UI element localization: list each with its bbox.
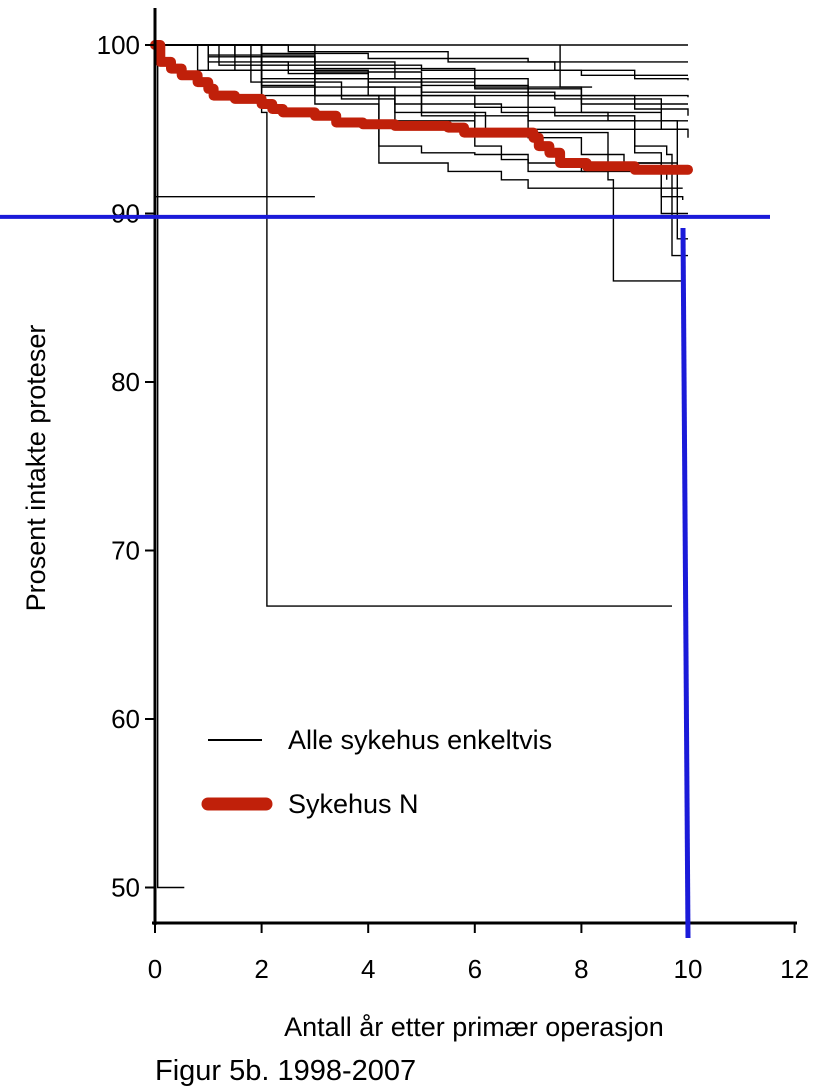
x-tick-label: 6 [468, 954, 482, 984]
series-line-21 [155, 44, 688, 130]
x-tick-label: 4 [361, 954, 375, 984]
reference-lines [0, 214, 770, 939]
y-tick-label: 60 [111, 704, 140, 734]
series-line-19 [155, 44, 185, 889]
series-line-15 [155, 44, 688, 215]
legend-label-sykehus-n: Sykehus N [288, 789, 419, 819]
x-tick-label: 2 [254, 954, 268, 984]
legend-label-alle: Alle sykehus enkeltvis [288, 725, 552, 755]
y-tick-label: 80 [111, 367, 140, 397]
series-line-sykehus-n [150, 40, 693, 175]
x-tick-label: 12 [780, 954, 809, 984]
x-tick-label: 0 [148, 954, 162, 984]
y-tick-label: 70 [111, 536, 140, 566]
series-line-20 [559, 45, 593, 88]
y-tick-label: 90 [111, 199, 140, 229]
legend: Alle sykehus enkeltvis Sykehus N [201, 725, 552, 819]
series-line-22 [155, 44, 689, 81]
x-ticks: 0 2 4 6 8 10 12 [148, 923, 809, 984]
x-tick-label: 10 [674, 954, 703, 984]
series-line-16 [155, 44, 689, 116]
y-axis-title: Prosent intakte proteser [21, 325, 51, 612]
y-tick-label: 50 [111, 873, 140, 903]
x-tick-label: 8 [574, 954, 588, 984]
reference-line-vertical [680, 227, 691, 939]
series-line-12 [155, 44, 683, 282]
plot-lines [150, 40, 693, 889]
series-line-8 [155, 44, 678, 172]
figure-caption: Figur 5b. 1998-2007 [155, 1055, 416, 1087]
y-tick-label: 100 [97, 30, 140, 60]
y-ticks: 50 60 70 80 90 100 [97, 30, 155, 903]
x-axis-title: Antall år etter primær operasjon [284, 1012, 664, 1042]
